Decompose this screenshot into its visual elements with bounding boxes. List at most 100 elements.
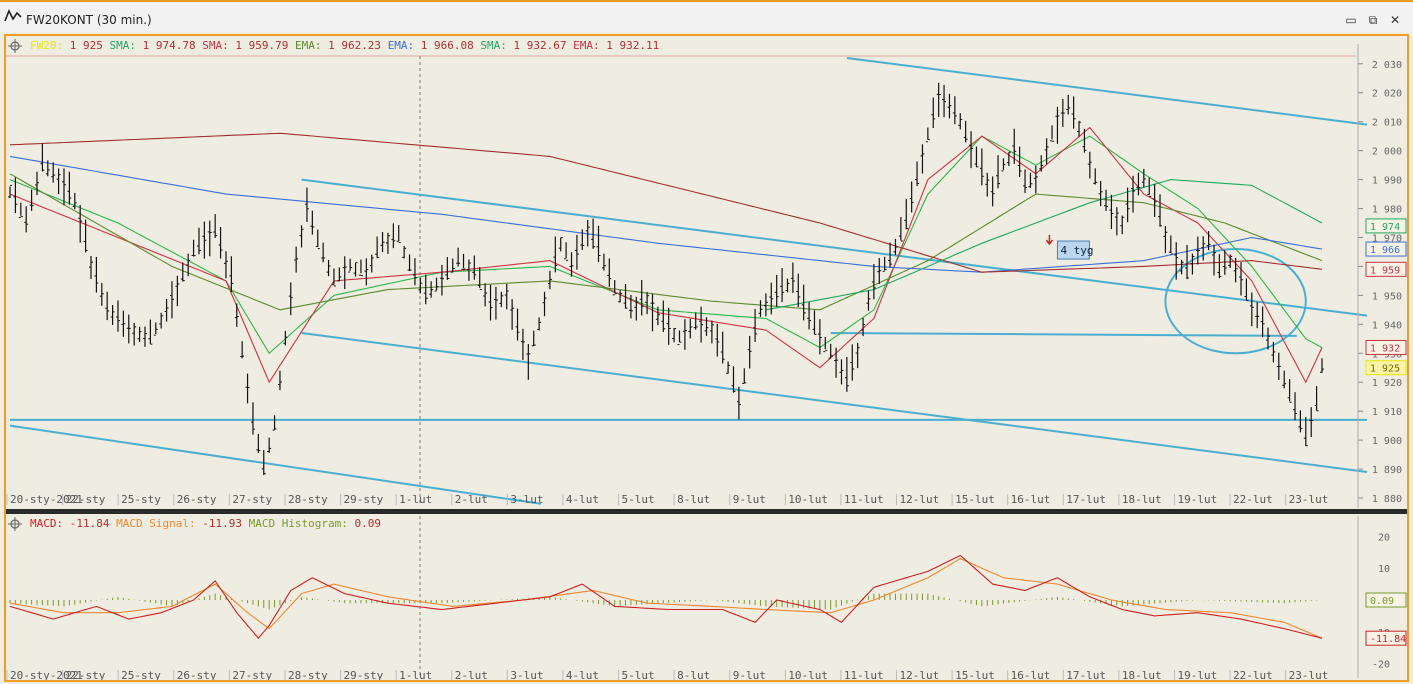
ohlc-bar (337, 267, 342, 282)
ohlc-bar (531, 330, 536, 347)
ohlc-bar (288, 282, 293, 316)
x-tick-label: 2-lut (455, 493, 488, 506)
ohlc-bar (542, 291, 547, 317)
restore-icon[interactable]: ⧉ (1368, 13, 1378, 27)
macd-histogram (9, 593, 1318, 610)
x-tick-label: 10-lut (788, 493, 828, 506)
ohlc-bar (186, 253, 191, 277)
x-tick-label: 9-lut (733, 669, 766, 680)
x-tick-label: 22-sty (66, 493, 106, 506)
ohlc-bar (1168, 235, 1173, 255)
minimize-icon[interactable]: ▭ (1345, 13, 1357, 27)
ohlc-bar (94, 256, 99, 293)
ohlc-bar (207, 220, 212, 257)
y-tick-label: 20 (1378, 532, 1390, 543)
move-handle-icon[interactable] (8, 39, 22, 53)
indicator-line (9, 126, 1323, 384)
ohlc-bar (628, 294, 633, 319)
ohlc-bar (936, 82, 941, 117)
x-tick-label: 8-lut (677, 493, 710, 506)
y-tick-label: 1 980 (1372, 205, 1402, 216)
trend-line (830, 332, 1297, 337)
ohlc-bar (882, 256, 887, 272)
ohlc-bar (272, 415, 277, 431)
svg-text:MACD: -11.84 MACD Signal: -11: MACD: -11.84 MACD Signal: -11.93 MACD Hi… (30, 517, 381, 530)
ohlc-bar (45, 160, 50, 177)
x-tick-label: 8-lut (677, 669, 710, 680)
ohlc-bar (385, 232, 390, 254)
x-tick-label: 12-lut (899, 493, 939, 506)
svg-text:1 959: 1 959 (1370, 265, 1400, 276)
ohlc-bar (979, 148, 984, 186)
macd-legend: MACD: -11.84 MACD Signal: -11.93 MACD Hi… (8, 517, 381, 531)
x-tick-label: 4-lut (566, 493, 599, 506)
ohlc-bar (61, 168, 66, 206)
macd-lines (9, 554, 1323, 640)
ohlc-bar (375, 236, 380, 259)
ohlc-bar (1217, 254, 1222, 279)
ohlc-bar (807, 302, 812, 330)
x-tick-label: 19-lut (1177, 493, 1217, 506)
y-tick-label: 1 890 (1372, 465, 1402, 476)
pane-separator[interactable] (6, 509, 1407, 514)
ohlc-bar (88, 255, 93, 280)
ohlc-bar (1271, 341, 1276, 363)
ohlc-bar (1017, 146, 1022, 177)
ohlc-bar (1066, 95, 1071, 115)
ohlc-bar (585, 219, 590, 247)
ohlc-bar (682, 319, 687, 350)
ohlc-bar (83, 219, 88, 253)
ohlc-bar (412, 258, 417, 286)
legend-series-value: 0.09 (348, 517, 381, 530)
ohlc-bar (1287, 379, 1292, 403)
ohlc-bar (1098, 180, 1103, 207)
x-tick-label: 11-lut (844, 493, 884, 506)
price-tag: 1 932 (1365, 339, 1407, 355)
ohlc-bar (1309, 407, 1314, 437)
ohlc-bar (175, 275, 180, 307)
y-tick-label: 10 (1378, 564, 1390, 575)
move-handle-icon[interactable] (8, 517, 22, 531)
x-tick-label: 28-sty (288, 669, 328, 680)
ohlc-bar (348, 258, 353, 273)
trend-lines (9, 57, 1368, 505)
ohlc-bar (353, 262, 358, 277)
ohlc-bar (148, 319, 153, 345)
ohlc-bar (8, 184, 12, 199)
ohlc-bar (1114, 207, 1119, 236)
main-legend: FW20: 1 925 SMA: 1 974.78 SMA: 1 959.79 … (8, 39, 659, 53)
ohlc-bar (736, 386, 741, 420)
ohlc-bar (909, 181, 914, 213)
ohlc-bar (72, 192, 77, 210)
ohlc-bar (574, 234, 579, 270)
title-bar[interactable]: FW20KONT (30 min.) ▭ ⧉ ✕ (0, 0, 1413, 32)
chart-canvas[interactable]: FW20: 1 925 SMA: 1 974.78 SMA: 1 959.79 … (6, 36, 1407, 682)
svg-text:1 932: 1 932 (1370, 343, 1400, 354)
trend-line (301, 178, 1368, 317)
ohlc-bar (99, 282, 104, 306)
y-tick-label: 2 000 (1372, 147, 1402, 158)
ohlc-bar (1147, 177, 1152, 197)
x-tick-label: 20-sty-2021 (10, 669, 83, 680)
ohlc-bar (1087, 151, 1092, 179)
ohlc-bar (1228, 254, 1233, 269)
ohlc-bar (326, 259, 331, 277)
ohlc-bar (1141, 168, 1146, 188)
x-tick-label: 11-lut (844, 669, 884, 680)
x-tick-label: 27-sty (232, 493, 272, 506)
ohlc-bar (1158, 194, 1163, 227)
x-tick-label: 23-lut (1289, 493, 1329, 506)
close-icon[interactable]: ✕ (1389, 13, 1401, 27)
ohlc-bar (839, 359, 844, 385)
ohlc-bar (596, 225, 601, 262)
legend-series-name: MACD: (30, 517, 63, 530)
ohlc-bar (223, 251, 228, 279)
price-tag: -11.84 (1365, 630, 1407, 646)
down-arrow-icon (1045, 235, 1054, 246)
svg-text:1 966: 1 966 (1370, 245, 1400, 256)
ohlc-bar (450, 258, 455, 273)
ohlc-bar (1222, 250, 1227, 275)
legend-series-name: MACD Signal: (116, 517, 195, 530)
ohlc-bar (213, 214, 218, 238)
